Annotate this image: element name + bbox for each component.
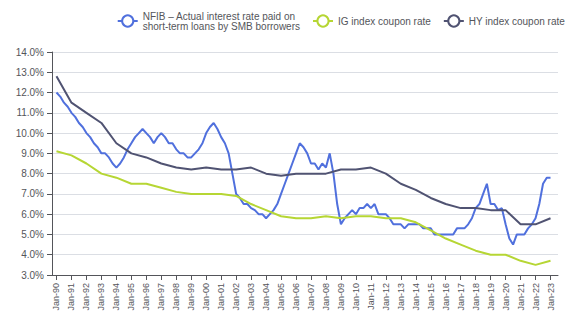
- svg-text:Jan-14: Jan-14: [411, 283, 421, 311]
- svg-text:Jan-92: Jan-92: [81, 283, 91, 311]
- svg-text:Jan-16: Jan-16: [441, 283, 451, 311]
- svg-text:14.0%: 14.0%: [16, 47, 44, 58]
- svg-text:Jan-04: Jan-04: [261, 283, 271, 311]
- svg-text:Jan-90: Jan-90: [51, 283, 61, 311]
- svg-text:Jan-15: Jan-15: [426, 283, 436, 311]
- svg-text:Jan-10: Jan-10: [351, 283, 361, 311]
- svg-text:13.0%: 13.0%: [16, 67, 44, 78]
- svg-text:Jan-99: Jan-99: [186, 283, 196, 311]
- svg-text:Jan-21: Jan-21: [516, 283, 526, 311]
- svg-text:10.0%: 10.0%: [16, 128, 44, 139]
- svg-text:Jan-95: Jan-95: [126, 283, 136, 311]
- svg-text:Jan-13: Jan-13: [396, 283, 406, 311]
- svg-text:Jan-11: Jan-11: [366, 283, 376, 310]
- svg-text:Jan-05: Jan-05: [276, 283, 286, 311]
- svg-text:7.0%: 7.0%: [21, 188, 44, 199]
- svg-text:Jan-09: Jan-09: [336, 283, 346, 311]
- svg-text:4.0%: 4.0%: [21, 249, 44, 260]
- svg-text:6.0%: 6.0%: [21, 209, 44, 220]
- svg-text:Jan-08: Jan-08: [321, 283, 331, 311]
- svg-text:IG index coupon rate: IG index coupon rate: [338, 16, 431, 27]
- svg-text:HY index coupon rate: HY index coupon rate: [469, 16, 565, 27]
- svg-text:Jan-07: Jan-07: [306, 283, 316, 311]
- svg-text:Jan-18: Jan-18: [471, 283, 481, 311]
- svg-text:Jan-94: Jan-94: [111, 283, 121, 311]
- svg-text:11.0%: 11.0%: [16, 107, 44, 118]
- svg-text:12.0%: 12.0%: [16, 87, 44, 98]
- svg-text:Jan-06: Jan-06: [291, 283, 301, 311]
- svg-text:Jan-20: Jan-20: [501, 283, 511, 311]
- svg-text:Jan-91: Jan-91: [66, 283, 76, 311]
- svg-text:Jan-96: Jan-96: [141, 283, 151, 311]
- svg-text:8.0%: 8.0%: [21, 168, 44, 179]
- svg-text:5.0%: 5.0%: [21, 229, 44, 240]
- svg-text:Jan-98: Jan-98: [171, 283, 181, 311]
- svg-text:Jan-93: Jan-93: [96, 283, 106, 311]
- svg-text:Jan-00: Jan-00: [201, 283, 211, 311]
- svg-text:Jan-02: Jan-02: [231, 283, 241, 311]
- svg-text:Jan-19: Jan-19: [486, 283, 496, 311]
- svg-text:9.0%: 9.0%: [21, 148, 44, 159]
- svg-text:Jan-22: Jan-22: [531, 283, 541, 311]
- svg-text:Jan-97: Jan-97: [156, 283, 166, 311]
- svg-text:NFIB – Actual interest rate pa: NFIB – Actual interest rate paid on: [142, 10, 295, 22]
- svg-text:short-term loans by SMB borrow: short-term loans by SMB borrowers: [143, 21, 300, 32]
- svg-text:Jan-23: Jan-23: [546, 283, 556, 311]
- svg-text:Jan-01: Jan-01: [216, 283, 226, 311]
- svg-text:3.0%: 3.0%: [21, 270, 44, 281]
- svg-text:Jan-03: Jan-03: [246, 283, 256, 311]
- svg-text:Jan-12: Jan-12: [381, 283, 391, 311]
- svg-text:Jan-17: Jan-17: [456, 283, 466, 311]
